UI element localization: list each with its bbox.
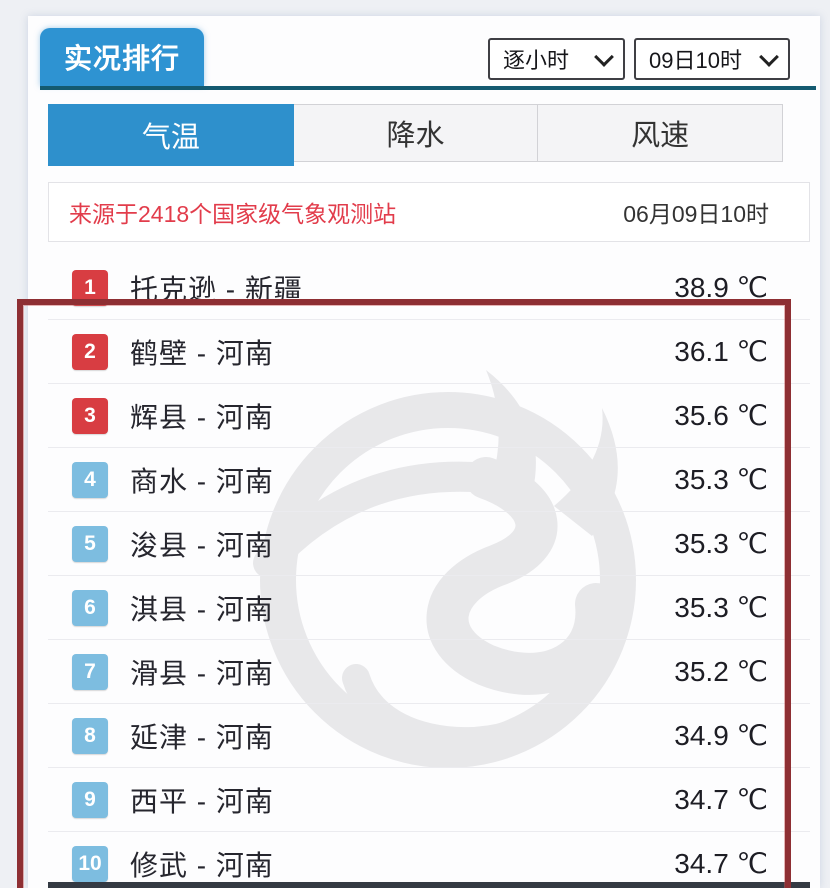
temperature-value: 35.3 ℃ — [674, 528, 768, 559]
live-ranking-tab-label: 实况排行 — [63, 43, 180, 74]
rank-number: 3 — [84, 403, 96, 427]
station-name: 滑县 - 河南 — [130, 657, 274, 689]
rank-badge: 1 — [72, 269, 108, 306]
rank-badge: 2 — [72, 333, 108, 370]
rank-number: 5 — [84, 531, 96, 555]
footer-bar — [48, 882, 810, 888]
ranking-panel: 实况排行 逐小时 09日10时 气温 降水 风速 来源于2418个国家级气象观测… — [28, 16, 820, 888]
source-bar: 来源于2418个国家级气象观测站 06月09日10时 — [48, 182, 810, 242]
tab-precipitation[interactable]: 降水 — [293, 104, 539, 162]
rank-badge: 8 — [72, 717, 108, 754]
station-name: 修武 - 河南 — [130, 849, 274, 881]
temperature-value: 36.1 ℃ — [674, 336, 768, 367]
rank-badge: 4 — [72, 461, 108, 498]
temperature-value: 35.2 ℃ — [674, 656, 768, 687]
station-name: 西平 - 河南 — [130, 785, 274, 817]
ranking-row: 7 滑县 - 河南 35.2 ℃ — [48, 640, 810, 704]
station-name: 淇县 - 河南 — [130, 593, 274, 625]
header-underline — [40, 86, 816, 90]
time-select[interactable]: 09日10时 — [634, 38, 790, 80]
ranking-row: 4 商水 - 河南 35.3 ℃ — [48, 448, 810, 512]
observation-datetime: 06月09日10时 — [623, 201, 769, 227]
ranking-row: 9 西平 - 河南 34.7 ℃ — [48, 768, 810, 832]
ranking-row: 2 鹤壁 - 河南 36.1 ℃ — [48, 320, 810, 384]
rank-number: 8 — [84, 723, 96, 747]
rank-number: 2 — [84, 339, 96, 363]
rank-number: 1 — [84, 275, 96, 299]
ranking-row: 8 延津 - 河南 34.9 ℃ — [48, 704, 810, 768]
temperature-value: 38.9 ℃ — [674, 272, 768, 303]
station-name: 浚县 - 河南 — [130, 529, 274, 561]
rank-number: 6 — [84, 595, 96, 619]
station-name: 托克逊 - 新疆 — [130, 273, 303, 305]
time-select-value: 09日10时 — [649, 48, 742, 73]
temperature-value: 35.3 ℃ — [674, 592, 768, 623]
chevron-down-icon — [759, 46, 779, 67]
ranking-row: 6 淇县 - 河南 35.3 ℃ — [48, 576, 810, 640]
ranking-row: 3 辉县 - 河南 35.6 ℃ — [48, 384, 810, 448]
rank-badge: 9 — [72, 781, 108, 818]
tab-wind-speed[interactable]: 风速 — [538, 104, 784, 162]
rank-badge: 7 — [72, 653, 108, 690]
rank-number: 10 — [78, 851, 102, 875]
tab-precipitation-label: 降水 — [386, 120, 445, 152]
interval-select[interactable]: 逐小时 — [488, 38, 625, 80]
rank-badge: 6 — [72, 589, 108, 626]
live-ranking-tab[interactable]: 实况排行 — [40, 28, 204, 86]
rank-badge: 3 — [72, 397, 108, 434]
station-name: 延津 - 河南 — [130, 721, 274, 753]
ranking-row: 10 修武 - 河南 34.7 ℃ — [48, 832, 810, 888]
temperature-value: 35.6 ℃ — [674, 400, 768, 431]
interval-select-value: 逐小时 — [503, 48, 570, 73]
chevron-down-icon — [594, 46, 614, 67]
rank-badge: 5 — [72, 525, 108, 562]
rank-number: 9 — [84, 787, 96, 811]
temperature-value: 34.7 ℃ — [674, 784, 768, 815]
rank-number: 4 — [84, 467, 96, 491]
ranking-list: 1 托克逊 - 新疆 38.9 ℃ 2 鹤壁 - 河南 36.1 ℃ 3 辉县 … — [48, 256, 810, 888]
tab-temperature[interactable]: 气温 — [48, 104, 294, 166]
station-name: 辉县 - 河南 — [130, 401, 274, 433]
temperature-value: 34.7 ℃ — [674, 848, 768, 879]
station-name: 商水 - 河南 — [130, 465, 274, 497]
ranking-row: 1 托克逊 - 新疆 38.9 ℃ — [48, 256, 810, 320]
rank-number: 7 — [84, 659, 96, 683]
temperature-value: 34.9 ℃ — [674, 720, 768, 751]
category-tabs: 气温 降水 风速 — [48, 104, 784, 166]
station-name: 鹤壁 - 河南 — [130, 337, 274, 369]
source-text: 来源于2418个国家级气象观测站 — [69, 201, 397, 227]
rank-badge: 10 — [72, 845, 108, 882]
ranking-row: 5 浚县 - 河南 35.3 ℃ — [48, 512, 810, 576]
tab-temperature-label: 气温 — [141, 122, 200, 154]
tab-wind-speed-label: 风速 — [631, 120, 690, 152]
temperature-value: 35.3 ℃ — [674, 464, 768, 495]
